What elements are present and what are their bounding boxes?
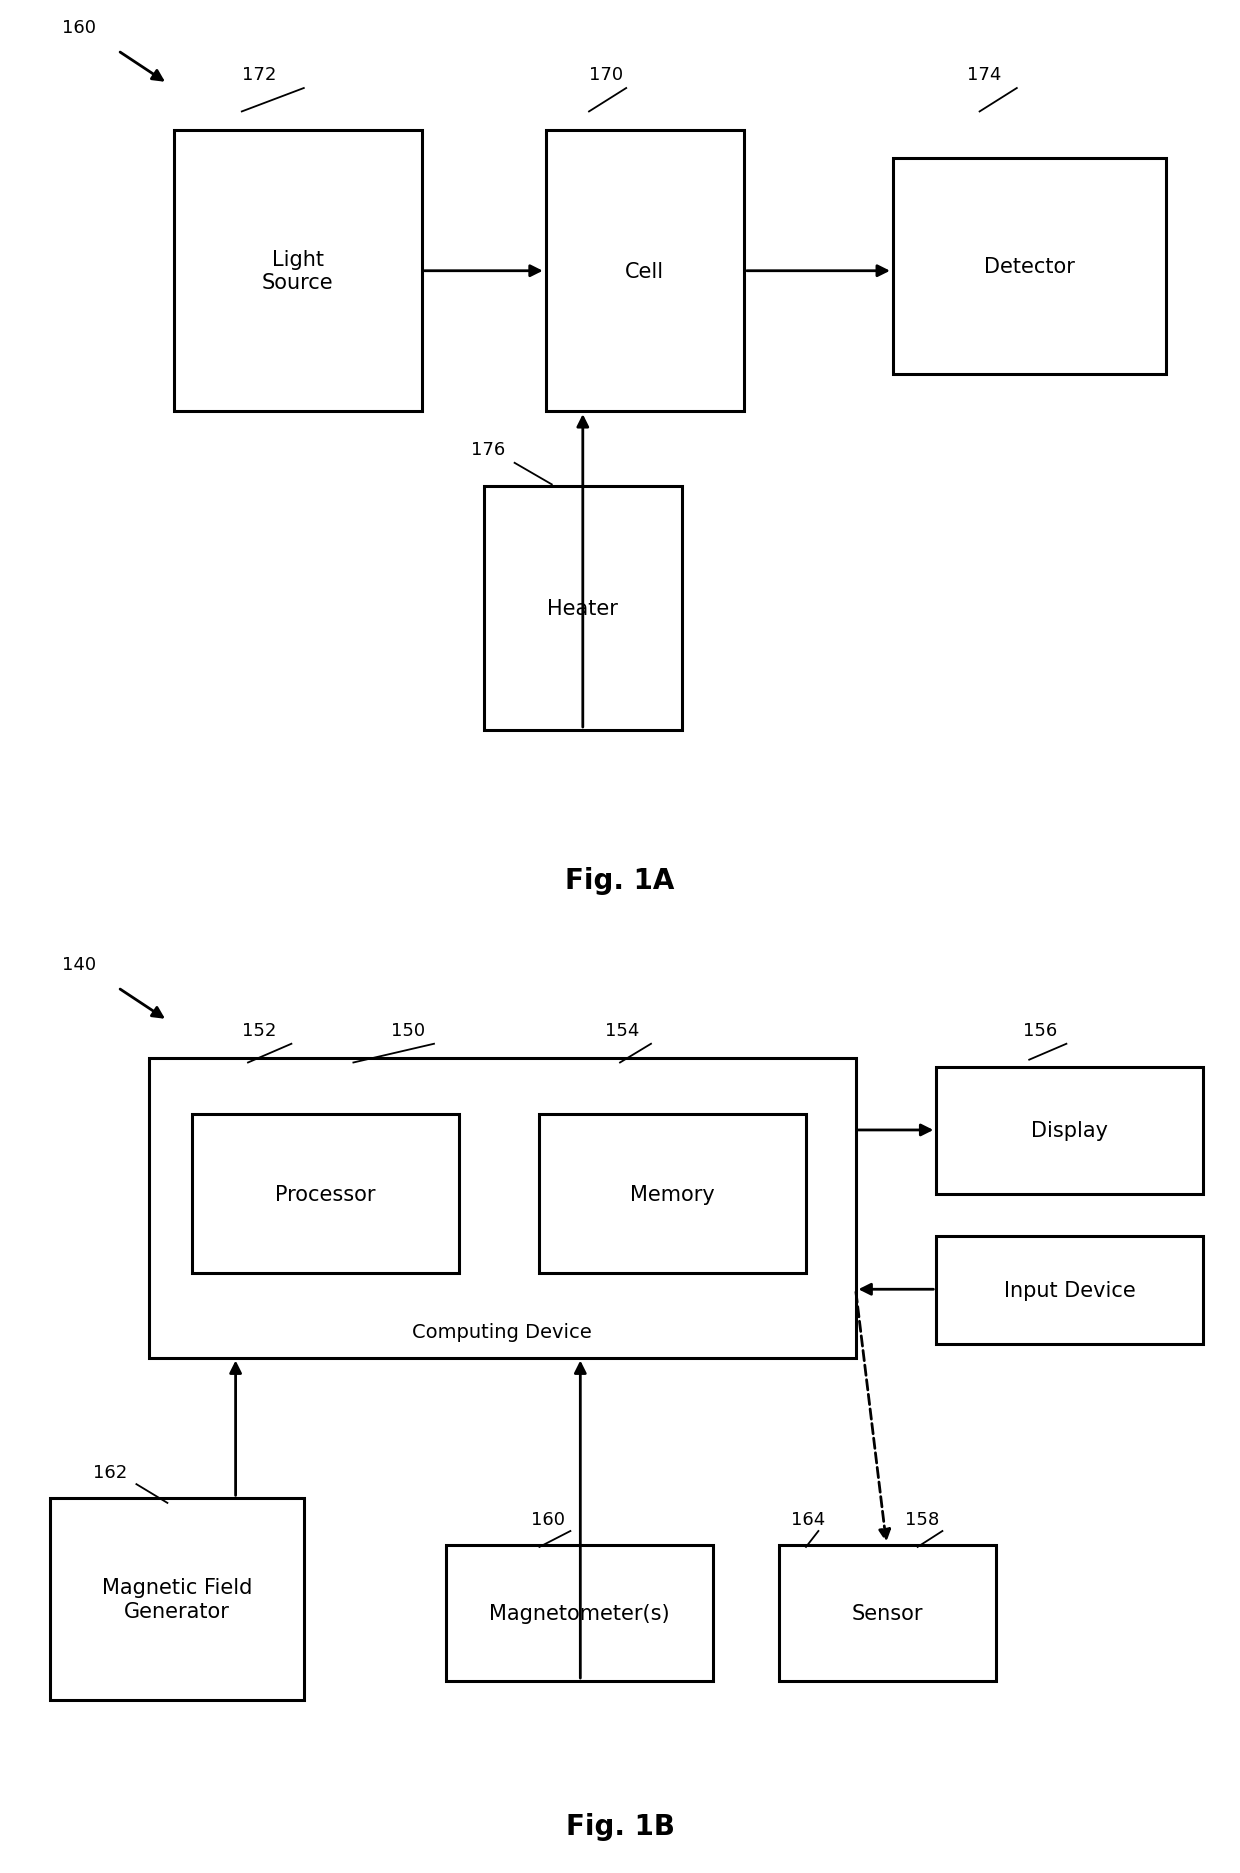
- Text: 176: 176: [471, 440, 506, 459]
- Bar: [149, 1058, 856, 1358]
- Bar: [192, 1114, 459, 1274]
- Text: Cell: Cell: [625, 262, 665, 281]
- Text: Fig. 1A: Fig. 1A: [565, 867, 675, 893]
- Text: 158: 158: [905, 1510, 940, 1528]
- Text: Memory: Memory: [630, 1184, 715, 1204]
- Text: 160: 160: [62, 19, 95, 37]
- Text: Detector: Detector: [983, 257, 1075, 277]
- Text: Computing Device: Computing Device: [413, 1322, 591, 1341]
- Text: Magnetic Field
Generator: Magnetic Field Generator: [102, 1577, 252, 1620]
- Bar: [484, 487, 682, 730]
- Text: 174: 174: [967, 66, 1002, 84]
- Bar: [936, 1236, 1203, 1345]
- Text: 170: 170: [589, 66, 624, 84]
- Text: Heater: Heater: [547, 599, 619, 618]
- Text: Fig. 1B: Fig. 1B: [565, 1813, 675, 1839]
- Text: 140: 140: [62, 955, 97, 974]
- Bar: [174, 131, 422, 412]
- Text: 150: 150: [391, 1021, 425, 1040]
- Text: 154: 154: [605, 1021, 640, 1040]
- Text: 160: 160: [531, 1510, 564, 1528]
- Text: 164: 164: [791, 1510, 826, 1528]
- Bar: [779, 1545, 996, 1682]
- Bar: [50, 1498, 304, 1701]
- Text: Input Device: Input Device: [1003, 1279, 1136, 1300]
- Bar: [446, 1545, 713, 1682]
- Text: Display: Display: [1030, 1120, 1109, 1141]
- Bar: [546, 131, 744, 412]
- Bar: [539, 1114, 806, 1274]
- Text: 162: 162: [93, 1463, 128, 1482]
- Bar: [936, 1068, 1203, 1195]
- Bar: [893, 159, 1166, 375]
- Text: 156: 156: [1023, 1021, 1058, 1040]
- Text: Sensor: Sensor: [852, 1603, 923, 1624]
- Text: Processor: Processor: [275, 1184, 376, 1204]
- Text: Light
Source: Light Source: [262, 249, 334, 294]
- Text: 172: 172: [242, 66, 277, 84]
- Text: Magnetometer(s): Magnetometer(s): [490, 1603, 670, 1624]
- Text: 152: 152: [242, 1021, 277, 1040]
